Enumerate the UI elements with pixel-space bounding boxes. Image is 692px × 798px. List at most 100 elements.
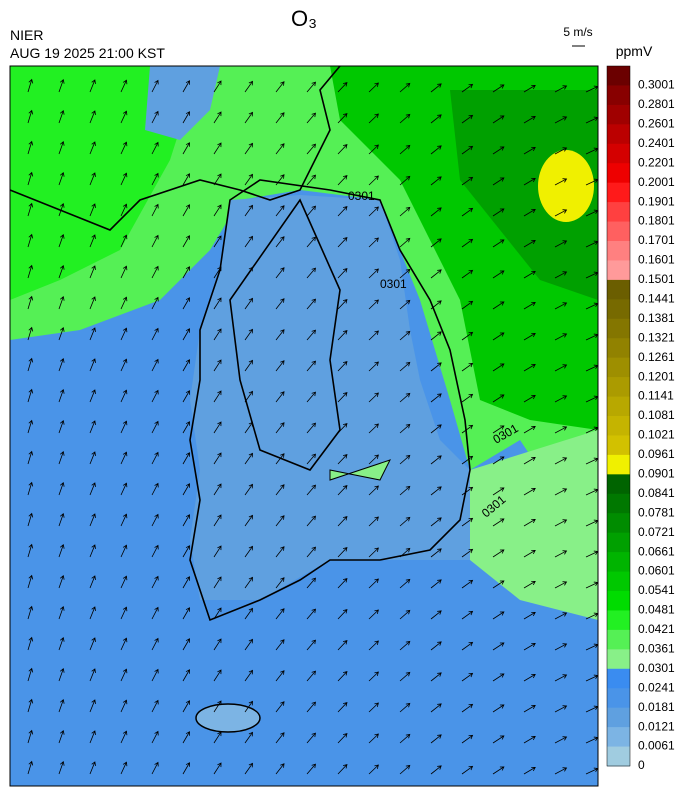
- wind-arrow: [430, 393, 442, 403]
- wind-arrow: [151, 761, 159, 775]
- wind-arrow: [120, 110, 128, 124]
- wind-arrow: [151, 575, 159, 589]
- colorbar-box: [607, 66, 630, 86]
- wind-arrow: [151, 544, 159, 558]
- wind-arrow: [554, 612, 568, 620]
- wind-arrow: [337, 609, 348, 620]
- wind-arrow: [492, 146, 505, 155]
- wind-arrow: [58, 482, 65, 496]
- wind-arrow: [399, 144, 411, 155]
- wind-arrow: [399, 392, 411, 403]
- wind-arrow: [368, 578, 379, 589]
- wind-arrow: [337, 299, 348, 310]
- wind-arrow: [27, 543, 34, 558]
- wind-arrow: [554, 550, 568, 558]
- wind-arrow: [430, 83, 442, 93]
- wind-arrow: [306, 639, 317, 651]
- wind-arrow: [120, 575, 128, 589]
- wind-arrow: [213, 204, 222, 217]
- wind-arrow: [523, 146, 536, 155]
- wind-arrow: [399, 764, 411, 775]
- wind-arrow: [554, 705, 568, 713]
- wind-arrow: [306, 763, 317, 775]
- colorbar-label: 0.0901: [638, 467, 675, 481]
- wind-arrow: [120, 389, 128, 403]
- wind-arrow: [244, 514, 253, 527]
- contour-label: 0301: [380, 277, 407, 291]
- colorbar-box: [607, 299, 630, 320]
- colorbar-unit: ppmV: [616, 43, 653, 59]
- wind-arrow: [430, 176, 442, 186]
- wind-arrow: [306, 112, 317, 124]
- wind-arrow: [182, 514, 190, 527]
- wind-arrow: [337, 423, 348, 434]
- wind-arrow: [399, 299, 411, 310]
- wind-arrow: [182, 731, 190, 744]
- wind-arrow: [554, 302, 568, 310]
- colorbar-box: [607, 221, 630, 242]
- wind-arrow: [275, 732, 285, 744]
- wind-arrow: [275, 701, 285, 713]
- wind-arrow: [399, 206, 411, 217]
- colorbar-box: [607, 649, 630, 670]
- wind-arrow: [151, 699, 159, 713]
- wind-arrow: [27, 295, 34, 310]
- wind-arrow: [399, 423, 411, 434]
- wind-arrow: [368, 733, 379, 744]
- wind-arrow: [120, 265, 128, 279]
- wind-arrow: [27, 109, 34, 124]
- colorbar-label: 0.0181: [638, 700, 675, 714]
- wind-arrow: [368, 516, 379, 527]
- wind-arrow: [89, 606, 96, 620]
- wind-arrow: [27, 605, 34, 620]
- wind-arrow: [554, 488, 568, 496]
- wind-arrow: [213, 700, 222, 713]
- colorbar-label: 0.0601: [638, 564, 675, 578]
- title: O₃: [291, 6, 317, 31]
- wind-arrow: [461, 238, 474, 248]
- wind-arrow: [120, 79, 128, 93]
- wind-arrow: [151, 327, 159, 341]
- wind-arrow: [461, 362, 474, 372]
- wind-arrow: [523, 332, 536, 341]
- wind-arrow: [337, 733, 348, 744]
- vector-scale: 5 m/s: [563, 25, 592, 39]
- colorbar-label: 0.0661: [638, 544, 675, 558]
- wind-arrow: [213, 545, 222, 558]
- wind-arrow: [554, 178, 568, 186]
- wind-arrow: [399, 113, 411, 124]
- colorbar-label: 0.1501: [638, 272, 675, 286]
- colorbar-frame: [606, 65, 631, 767]
- wind-arrow: [244, 173, 253, 186]
- wind-arrow: [461, 641, 474, 651]
- wind-arrow: [306, 329, 317, 341]
- colorbar: 0.3001 0.2801 0.2601 0.2401 0.2201 0.2001 0.19…: [606, 65, 675, 772]
- colorbar-box: [607, 396, 630, 417]
- colorbar-label: 0.2801: [638, 97, 675, 111]
- wind-arrow: [306, 670, 317, 682]
- wind-arrow: [368, 299, 379, 310]
- wind-arrow: [523, 177, 536, 186]
- wind-arrow: [275, 515, 285, 527]
- colorbar-box: [607, 610, 630, 631]
- wind-arrow: [89, 203, 96, 217]
- wind-arrow: [120, 141, 128, 155]
- wind-arrow: [213, 669, 222, 682]
- wind-arrow: [275, 112, 285, 124]
- wind-arrow: [244, 204, 253, 217]
- wind-arrow: [430, 300, 442, 310]
- wind-arrow: [182, 80, 190, 93]
- wind-arrow: [275, 236, 285, 248]
- wind-arrow: [58, 637, 65, 651]
- wind-arrow: [554, 581, 568, 589]
- colorbar-label: 0.1081: [638, 408, 675, 422]
- wind-arrow: [120, 482, 128, 496]
- colorbar-label: 0.2201: [638, 155, 675, 169]
- wind-arrow: [58, 234, 65, 248]
- wind-arrow: [244, 483, 253, 496]
- wind-arrow: [182, 545, 190, 558]
- wind-arrow: [337, 454, 348, 465]
- wind-arrow: [461, 145, 474, 155]
- colorbar-label: 0.0841: [638, 486, 675, 500]
